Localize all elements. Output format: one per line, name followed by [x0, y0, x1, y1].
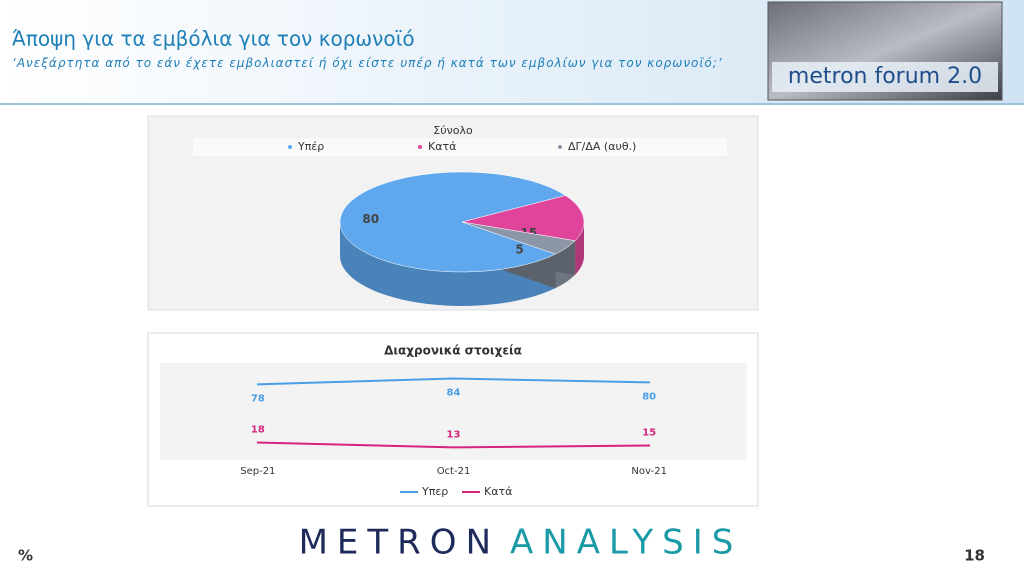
pie-slice: [461, 195, 585, 241]
line-title: Διαχρονικά στοιχεία: [384, 344, 522, 358]
slide-title: Άποψη για τα εμβόλια για τον κορωνοϊό: [12, 27, 415, 51]
data-label: 15: [642, 427, 656, 438]
logo-text: metron forum 2.0: [788, 64, 982, 89]
series-line: [256, 441, 651, 449]
logo-plate: [772, 62, 998, 92]
legend-label: Κατά: [484, 485, 512, 498]
data-label: 84: [447, 388, 461, 399]
brand-left: METRON: [299, 523, 500, 563]
pie-slice: [339, 171, 567, 273]
page-number: 18: [964, 547, 985, 565]
legend-label: ΔΓ/ΔΑ (αυθ.): [568, 140, 636, 153]
x-tick-label: Nov-21: [631, 466, 667, 477]
data-label: 78: [251, 393, 265, 404]
pie-side: [339, 222, 556, 306]
brand-right: ANALYSIS: [510, 523, 742, 563]
series-line: [256, 377, 651, 386]
legend-label: Υπέρ: [297, 140, 324, 153]
pie-title: Σύνολο: [433, 124, 473, 137]
unit-label: %: [18, 547, 33, 565]
subtitle-text: ‘Ανεξάρτητα από το εάν έχετε εμβολιαστεί…: [12, 56, 723, 70]
slide-subtitle: ‘Ανεξάρτητα από το εάν έχετε εμβολιαστεί…: [12, 56, 723, 70]
data-label: 80: [642, 391, 656, 402]
legend-swatch: [418, 145, 422, 149]
pie-slice: [461, 221, 576, 255]
data-label: 13: [447, 429, 461, 440]
x-tick-label: Sep-21: [240, 466, 275, 477]
legend-label: Κατά: [428, 140, 456, 153]
legend-band: [193, 138, 727, 156]
value-label: 80: [362, 212, 379, 226]
legend-label: Υπερ: [421, 485, 448, 498]
data-label: 18: [251, 425, 265, 436]
pie-side: [575, 222, 584, 275]
legend-swatch: [558, 145, 562, 149]
value-label: 5: [515, 243, 523, 257]
legend-swatch: [288, 145, 292, 149]
x-tick-label: Oct-21: [437, 466, 471, 477]
